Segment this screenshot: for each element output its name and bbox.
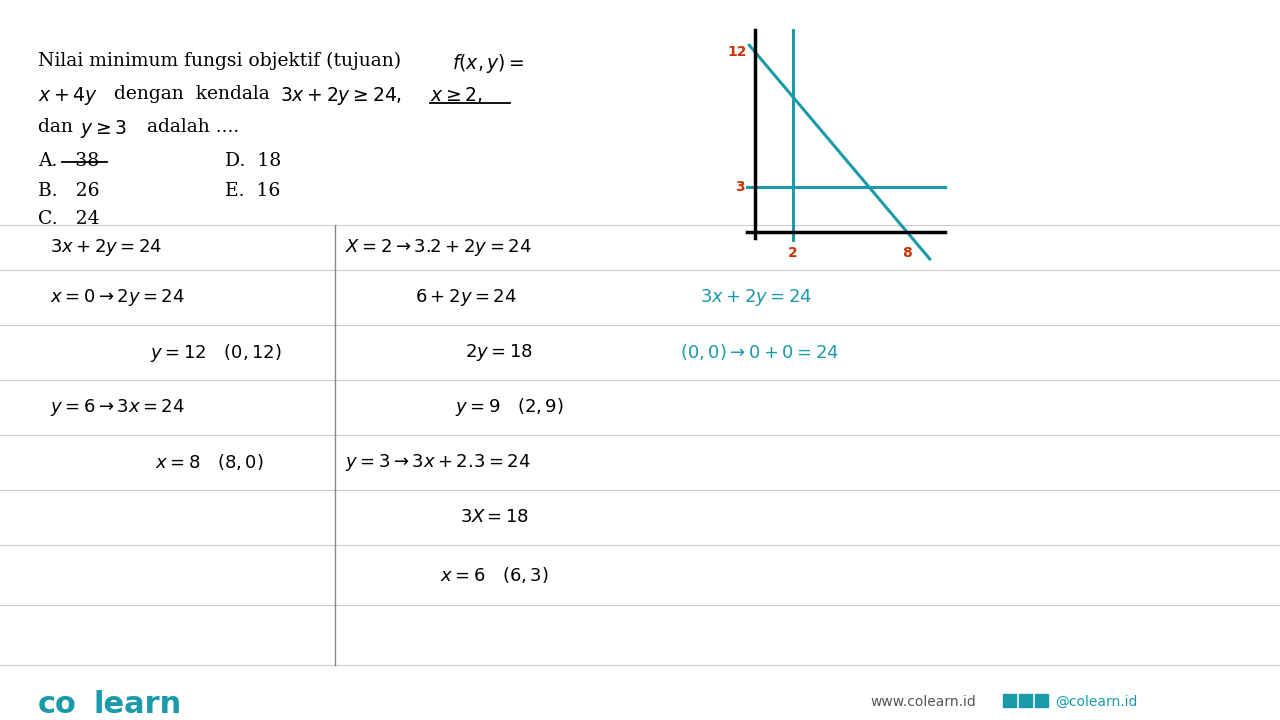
Text: $f(x, y) =$: $f(x, y) =$ [452,52,525,75]
Text: $y \geq 3$: $y \geq 3$ [79,118,127,140]
Text: $X=2 \rightarrow 3.2 + 2y = 24$: $X=2 \rightarrow 3.2 + 2y = 24$ [346,237,531,258]
Text: 3: 3 [736,180,745,194]
Text: $2y = 18$: $2y = 18$ [465,342,532,363]
Bar [1019,694,1032,707]
Text: 12: 12 [727,45,748,59]
Text: dengan  kendala: dengan kendala [102,85,282,103]
Text: learn: learn [93,690,182,719]
Text: $(0,0) \rightarrow 0 + 0 = 24$: $(0,0) \rightarrow 0 + 0 = 24$ [680,343,840,362]
Text: $x + 4y$: $x + 4y$ [38,85,97,107]
Text: $3X = 18$: $3X = 18$ [460,508,529,526]
Text: 2: 2 [788,246,797,260]
Text: D.  18: D. 18 [225,152,282,170]
Text: dan: dan [38,118,84,136]
Text: $3x + 2y \geq 24,$: $3x + 2y \geq 24,$ [280,85,402,107]
Text: $y=9 \quad (2,9)$: $y=9 \quad (2,9)$ [454,397,563,418]
Text: co: co [38,690,77,719]
Text: A.   38: A. 38 [38,152,100,170]
Text: $3x + 2y = 24$: $3x + 2y = 24$ [700,287,813,308]
Text: $y=3 \rightarrow 3x + 2.3 = 24$: $y=3 \rightarrow 3x + 2.3 = 24$ [346,452,531,473]
Text: Nilai minimum fungsi objektif (tujuan): Nilai minimum fungsi objektif (tujuan) [38,52,407,71]
Text: E.  16: E. 16 [225,182,280,200]
Text: adalah ....: adalah .... [134,118,239,136]
Text: $6 + 2y = 24$: $6 + 2y = 24$ [415,287,517,308]
Text: 8: 8 [902,246,911,260]
Text: $3x + 2y = 24$: $3x + 2y = 24$ [50,237,163,258]
Bar [1036,694,1048,707]
Bar [1004,694,1016,707]
Text: $x \geq 2,$: $x \geq 2,$ [430,85,483,105]
Text: @colearn.id: @colearn.id [1055,695,1138,709]
Text: $x = 6 \quad (6,3)$: $x = 6 \quad (6,3)$ [440,565,549,585]
Text: C.   24: C. 24 [38,210,100,228]
Text: $x = 0 \rightarrow 2y = 24$: $x = 0 \rightarrow 2y = 24$ [50,287,184,308]
Text: $y = 12 \quad (0,12)$: $y = 12 \quad (0,12)$ [150,341,282,364]
Text: www.colearn.id: www.colearn.id [870,695,975,709]
Text: B.   26: B. 26 [38,182,100,200]
Text: $x = 8 \quad (8,0)$: $x = 8 \quad (8,0)$ [155,452,264,472]
Text: $y=6 \rightarrow 3x = 24$: $y=6 \rightarrow 3x = 24$ [50,397,184,418]
